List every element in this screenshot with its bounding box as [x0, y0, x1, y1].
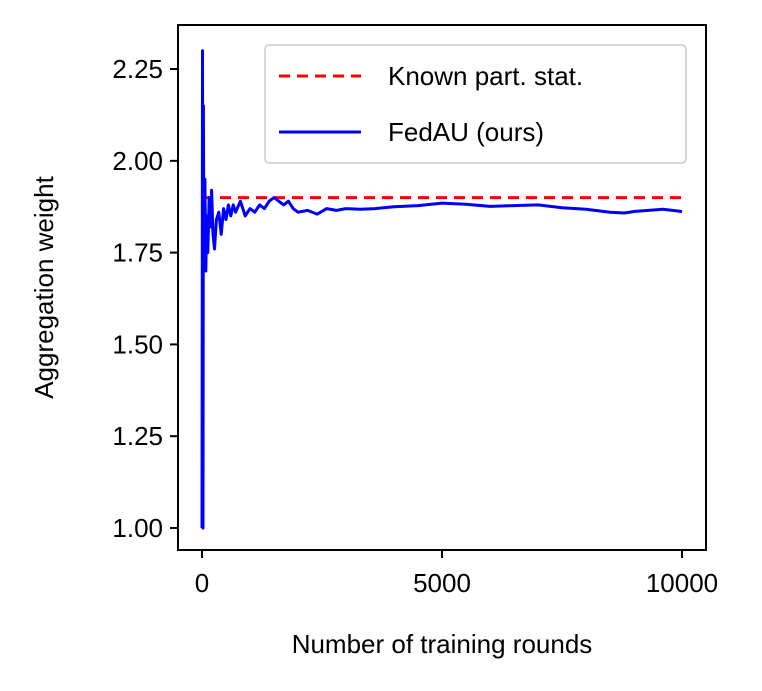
axis-ticks: 0 5000 10000 1.00 1.25 1.50 1.75 2.00 2.25: [112, 54, 718, 598]
legend-label-1: Known part. stat.: [388, 61, 583, 91]
y-tick-label: 1.75: [112, 238, 163, 268]
x-tick-label: 10000: [646, 568, 718, 598]
y-tick-label: 1.50: [112, 329, 163, 359]
series-line-2: [200, 49, 683, 530]
legend-box: [264, 44, 687, 164]
x-tick-label: 0: [195, 568, 209, 598]
plot-lines: [200, 49, 683, 530]
legend: Known part. stat. FedAU (ours): [264, 44, 687, 164]
y-tick-label: 2.00: [112, 146, 163, 176]
x-tick-label: 5000: [413, 568, 471, 598]
x-axis-label: Number of training rounds: [292, 629, 593, 659]
legend-label-2: FedAU (ours): [388, 117, 544, 147]
y-tick-label: 1.25: [112, 421, 163, 451]
y-tick-label: 2.25: [112, 54, 163, 84]
y-tick-label: 1.00: [112, 513, 163, 543]
y-axis-label: Aggregation weight: [29, 175, 59, 398]
